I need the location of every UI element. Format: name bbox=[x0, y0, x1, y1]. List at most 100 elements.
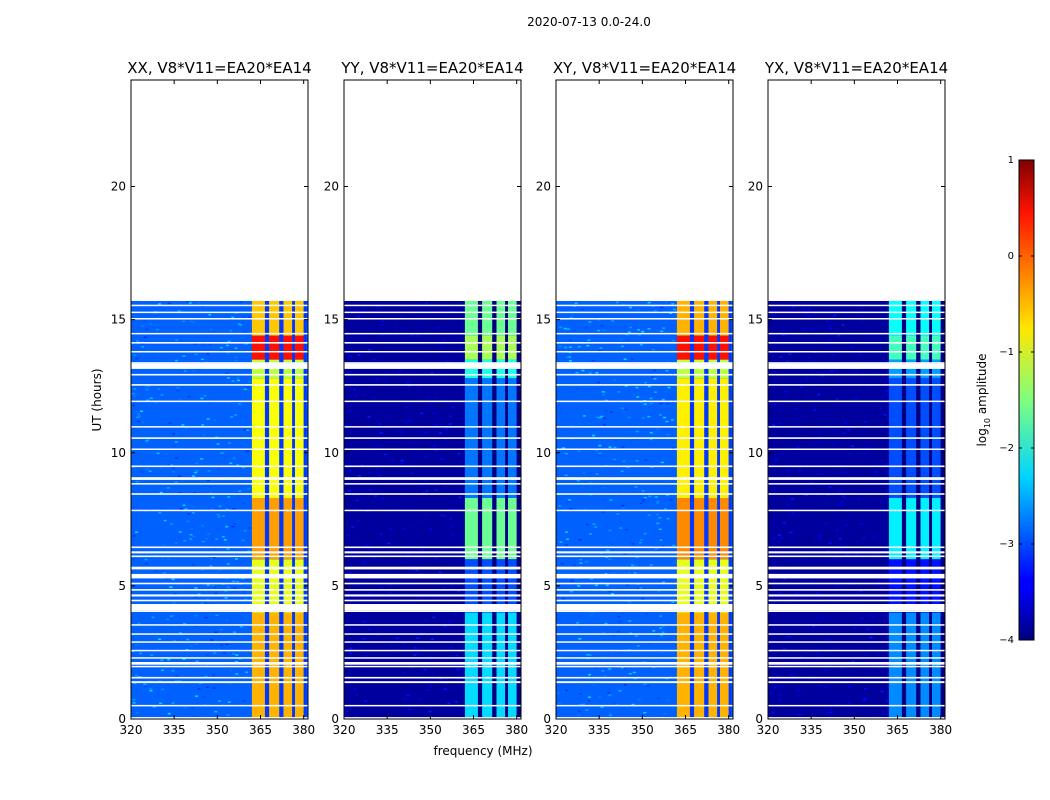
noise-cell bbox=[780, 559, 784, 561]
noise-cell bbox=[241, 590, 245, 592]
flagged-row bbox=[768, 624, 945, 626]
noise-cell bbox=[568, 319, 572, 321]
flagged-row bbox=[556, 610, 733, 612]
noise-cell bbox=[446, 687, 450, 689]
noise-cell bbox=[885, 422, 889, 425]
noise-cell bbox=[641, 331, 645, 333]
noise-cell bbox=[636, 587, 640, 590]
noise-cell bbox=[398, 430, 402, 432]
x-tick-label: 365 bbox=[249, 723, 272, 737]
noise-cell bbox=[622, 411, 626, 413]
noise-cell bbox=[246, 385, 250, 387]
noise-cell bbox=[568, 360, 572, 362]
noise-cell bbox=[631, 548, 634, 551]
noise-cell bbox=[613, 446, 617, 449]
noise-cell bbox=[378, 397, 382, 399]
noise-cell bbox=[440, 341, 444, 343]
noise-cell bbox=[232, 508, 236, 510]
noise-cell bbox=[665, 420, 669, 423]
noise-cell bbox=[567, 356, 571, 358]
noise-cell bbox=[645, 612, 649, 615]
noise-cell bbox=[433, 556, 437, 559]
noise-cell bbox=[248, 527, 252, 529]
noise-cell bbox=[866, 427, 870, 429]
noise-cell bbox=[802, 651, 806, 653]
noise-cell bbox=[831, 533, 835, 536]
noise-cell bbox=[632, 671, 636, 674]
noise-cell bbox=[603, 417, 607, 419]
noise-cell bbox=[846, 429, 850, 431]
noise-cell bbox=[424, 455, 428, 458]
noise-cell bbox=[577, 423, 581, 425]
noise-cell bbox=[452, 420, 456, 422]
noise-cell bbox=[189, 534, 193, 536]
noise-cell bbox=[171, 669, 175, 672]
x-tick-label: 380 bbox=[292, 723, 315, 737]
noise-cell bbox=[837, 334, 841, 337]
flagged-row bbox=[556, 589, 733, 591]
noise-cell bbox=[243, 530, 247, 532]
noise-cell bbox=[441, 562, 445, 564]
noise-cell bbox=[669, 498, 673, 501]
noise-cell bbox=[374, 495, 378, 497]
noise-cell bbox=[348, 490, 352, 492]
noise-cell bbox=[777, 535, 781, 538]
noise-cell bbox=[805, 377, 809, 379]
noise-cell bbox=[815, 327, 819, 329]
band-cell bbox=[906, 498, 917, 560]
noise-cell bbox=[197, 688, 201, 690]
noise-cell bbox=[443, 688, 447, 690]
noise-cell bbox=[771, 487, 775, 489]
noise-cell bbox=[587, 696, 591, 698]
noise-cell bbox=[855, 545, 859, 547]
noise-cell bbox=[397, 688, 401, 691]
band-cell bbox=[508, 335, 517, 360]
noise-cell bbox=[830, 354, 834, 356]
flagged-row bbox=[556, 573, 733, 579]
noise-cell bbox=[836, 584, 840, 586]
noise-cell bbox=[578, 452, 582, 454]
noise-cell bbox=[457, 485, 461, 487]
noise-cell bbox=[877, 653, 881, 656]
noise-cell bbox=[160, 394, 164, 396]
noise-cell bbox=[597, 329, 601, 332]
flagged-row bbox=[344, 676, 521, 679]
noise-cell bbox=[421, 646, 425, 649]
noise-cell bbox=[159, 702, 163, 705]
noise-cell bbox=[409, 525, 413, 528]
noise-cell bbox=[186, 638, 190, 641]
noise-cell bbox=[825, 492, 829, 494]
flagged-row bbox=[344, 351, 521, 353]
noise-cell bbox=[636, 645, 640, 647]
noise-cell bbox=[206, 686, 210, 688]
noise-cell bbox=[431, 309, 435, 312]
noise-cell bbox=[829, 327, 833, 330]
noise-cell bbox=[408, 473, 412, 475]
noise-cell bbox=[644, 459, 648, 461]
flagged-row bbox=[344, 437, 521, 439]
noise-cell bbox=[817, 436, 821, 438]
noise-cell bbox=[238, 356, 242, 359]
noise-cell bbox=[418, 703, 422, 705]
noise-cell bbox=[598, 416, 602, 419]
flagged-row bbox=[768, 493, 945, 495]
flagged-row bbox=[131, 384, 308, 386]
noise-cell bbox=[611, 593, 615, 595]
noise-cell bbox=[149, 689, 153, 692]
noise-cell bbox=[830, 654, 834, 656]
flagged-row bbox=[344, 332, 521, 335]
noise-cell bbox=[669, 316, 673, 319]
noise-cell bbox=[604, 526, 608, 528]
band-cell bbox=[888, 559, 902, 613]
flagged-row bbox=[131, 649, 308, 652]
colorbar-tick-label: −1 bbox=[999, 347, 1014, 358]
noise-cell bbox=[167, 658, 171, 661]
noise-cell bbox=[582, 620, 586, 622]
noise-cell bbox=[194, 353, 198, 356]
noise-cell bbox=[187, 395, 191, 398]
noise-cell bbox=[609, 712, 612, 714]
noise-cell bbox=[234, 356, 238, 358]
noise-cell bbox=[620, 338, 624, 341]
noise-cell bbox=[770, 313, 774, 315]
noise-cell bbox=[818, 655, 822, 657]
